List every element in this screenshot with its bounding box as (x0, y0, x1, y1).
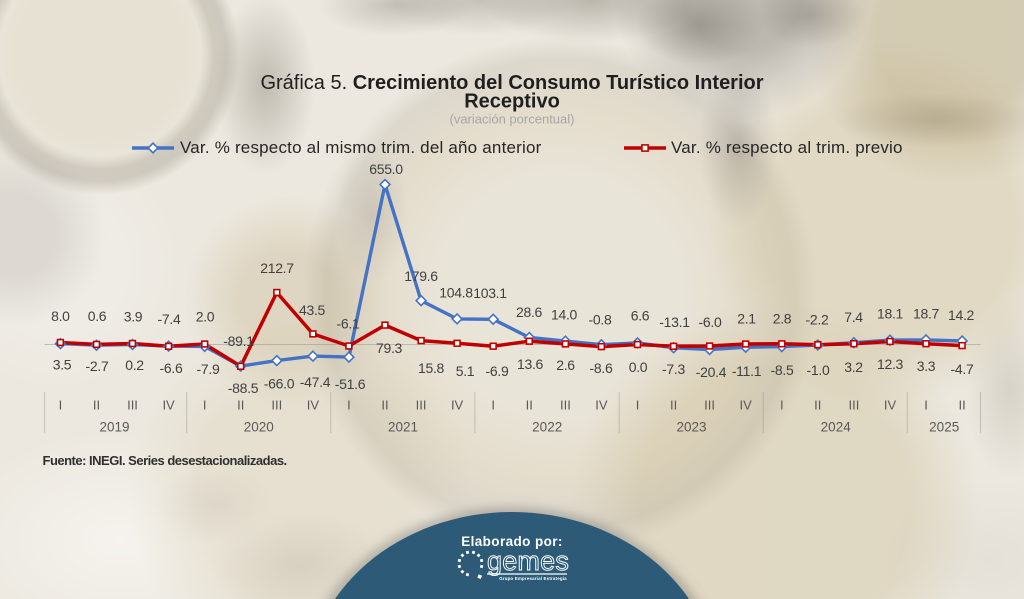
svg-text:Var. % respecto al trim. previ: Var. % respecto al trim. previo (671, 138, 903, 157)
svg-text:-51.6: -51.6 (335, 376, 366, 392)
svg-text:179.6: 179.6 (404, 268, 438, 284)
svg-text:2.0: 2.0 (196, 308, 215, 324)
svg-text:Gráfica 5. Crecimiento del Con: Gráfica 5. Crecimiento del Consumo Turís… (260, 72, 763, 94)
svg-text:Receptivo: Receptivo (464, 91, 560, 113)
svg-text:-2.2: -2.2 (806, 311, 829, 327)
svg-text:III: III (127, 398, 138, 413)
svg-text:gemes: gemes (487, 546, 569, 576)
svg-text:104.8: 104.8 (439, 284, 473, 300)
svg-text:2024: 2024 (821, 420, 852, 435)
svg-text:2019: 2019 (99, 420, 129, 435)
svg-text:-7.9: -7.9 (197, 361, 220, 377)
svg-text:5.1: 5.1 (456, 363, 475, 379)
svg-text:II: II (93, 398, 100, 413)
svg-text:-1.0: -1.0 (807, 362, 830, 378)
svg-text:79.3: 79.3 (376, 340, 403, 356)
svg-text:6.6: 6.6 (631, 307, 650, 323)
svg-text:-2.7: -2.7 (86, 358, 109, 374)
svg-text:I: I (780, 398, 784, 413)
svg-text:III: III (704, 398, 715, 413)
svg-text:-13.1: -13.1 (659, 314, 690, 330)
svg-text:Var. % respecto al mismo trim.: Var. % respecto al mismo trim. del año a… (180, 138, 542, 157)
svg-text:2025: 2025 (929, 420, 959, 435)
svg-text:I: I (636, 398, 640, 413)
svg-text:-88.5: -88.5 (228, 380, 259, 396)
svg-text:0.0: 0.0 (629, 359, 648, 375)
svg-text:655.0: 655.0 (369, 161, 403, 177)
svg-text:18.1: 18.1 (877, 305, 904, 321)
svg-text:-47.4: -47.4 (300, 374, 331, 390)
svg-text:IV: IV (307, 398, 320, 413)
svg-text:I: I (347, 398, 351, 413)
svg-text:Elaborado por:: Elaborado por: (461, 534, 563, 549)
svg-text:III: III (271, 398, 282, 413)
svg-text:43.5: 43.5 (299, 302, 326, 318)
svg-text:IV: IV (162, 398, 175, 413)
svg-text:7.4: 7.4 (844, 309, 863, 325)
svg-text:-8.6: -8.6 (590, 360, 613, 376)
svg-text:(variación porcentual): (variación porcentual) (449, 112, 574, 127)
svg-text:-89.1: -89.1 (223, 333, 254, 349)
svg-text:2020: 2020 (244, 420, 274, 435)
svg-text:14.2: 14.2 (948, 307, 975, 323)
svg-text:IV: IV (451, 398, 464, 413)
svg-text:103.1: 103.1 (473, 285, 507, 301)
svg-text:3.2: 3.2 (844, 359, 863, 375)
svg-text:0.2: 0.2 (125, 357, 144, 373)
svg-text:Grupo Empresarial Estrategia: Grupo Empresarial Estrategia (499, 576, 567, 581)
svg-text:2023: 2023 (676, 420, 706, 435)
svg-text:8.0: 8.0 (51, 308, 70, 324)
svg-text:I: I (59, 398, 63, 413)
svg-text:II: II (958, 398, 965, 413)
svg-text:2021: 2021 (388, 420, 418, 435)
svg-text:II: II (381, 398, 388, 413)
svg-text:Fuente: INEGI. Series desestac: Fuente: INEGI. Series desestacionalizada… (43, 453, 287, 468)
svg-text:2022: 2022 (532, 420, 562, 435)
svg-text:13.6: 13.6 (517, 356, 544, 372)
svg-text:-20.4: -20.4 (696, 364, 727, 380)
svg-text:IV: IV (884, 398, 897, 413)
svg-text:I: I (491, 398, 495, 413)
svg-text:II: II (814, 398, 821, 413)
svg-text:II: II (670, 398, 677, 413)
svg-text:-7.4: -7.4 (158, 311, 181, 327)
svg-text:14.0: 14.0 (551, 306, 578, 322)
svg-text:-4.7: -4.7 (951, 361, 974, 377)
svg-text:-8.5: -8.5 (771, 362, 794, 378)
svg-text:II: II (237, 398, 244, 413)
svg-text:3.3: 3.3 (917, 358, 936, 374)
svg-text:I: I (924, 398, 928, 413)
svg-text:III: III (416, 398, 427, 413)
svg-text:15.8: 15.8 (418, 360, 445, 376)
svg-text:II: II (526, 398, 533, 413)
svg-text:0.6: 0.6 (88, 308, 107, 324)
svg-text:-6.6: -6.6 (160, 360, 183, 376)
svg-text:-6.9: -6.9 (486, 363, 509, 379)
svg-text:IV: IV (740, 398, 753, 413)
svg-text:3.5: 3.5 (53, 356, 72, 372)
svg-text:2.8: 2.8 (773, 310, 792, 326)
svg-text:III: III (848, 398, 859, 413)
svg-text:3.9: 3.9 (124, 308, 143, 324)
svg-text:212.7: 212.7 (260, 260, 294, 276)
svg-text:12.3: 12.3 (877, 356, 904, 372)
svg-text:III: III (560, 398, 571, 413)
svg-text:2.1: 2.1 (737, 310, 756, 326)
svg-text:28.6: 28.6 (516, 304, 543, 320)
svg-text:I: I (203, 398, 207, 413)
svg-text:-11.1: -11.1 (732, 363, 762, 379)
svg-text:-66.0: -66.0 (264, 375, 295, 391)
svg-text:-0.8: -0.8 (589, 311, 612, 327)
svg-text:-6.0: -6.0 (699, 314, 722, 330)
svg-text:-6.1: -6.1 (337, 315, 360, 331)
svg-text:IV: IV (595, 398, 608, 413)
svg-text:18.7: 18.7 (913, 305, 940, 321)
svg-text:-7.3: -7.3 (662, 361, 685, 377)
svg-text:2.6: 2.6 (556, 357, 575, 373)
